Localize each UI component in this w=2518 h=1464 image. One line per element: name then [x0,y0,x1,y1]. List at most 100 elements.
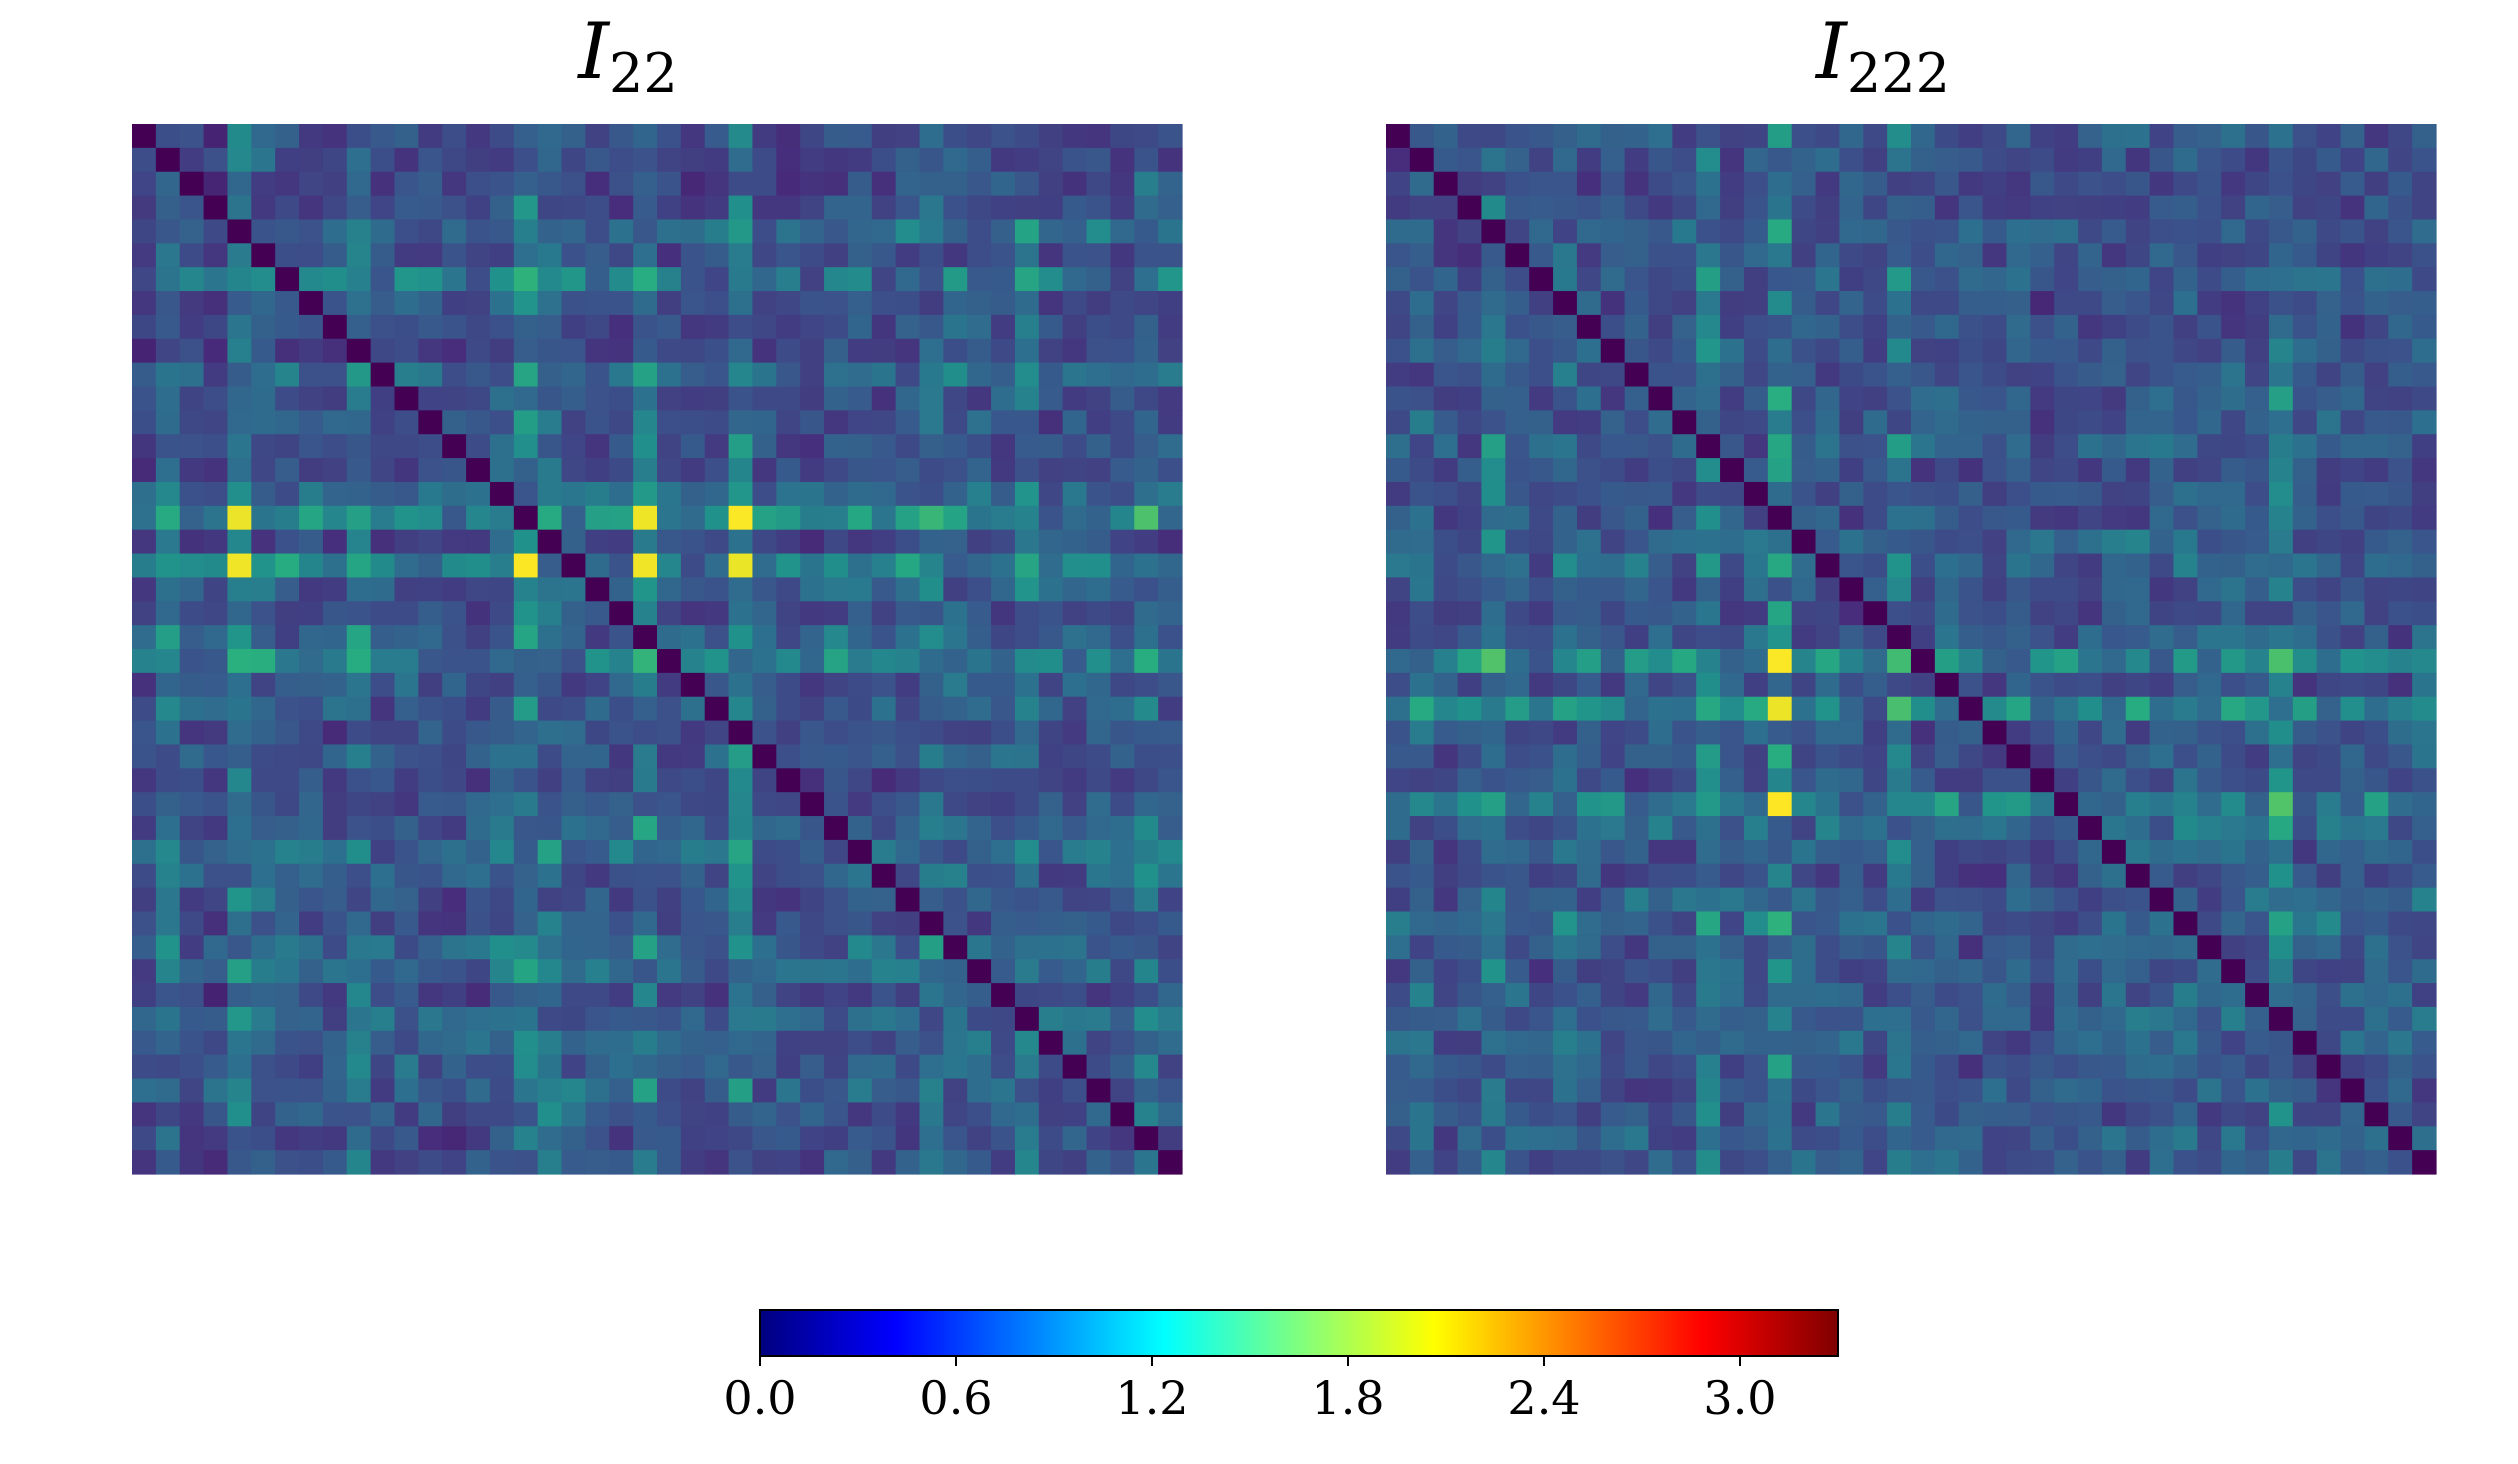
heatmap-cell [871,291,897,316]
heatmap-cell [1672,577,1697,602]
heatmap-cell [1576,983,1602,1008]
heatmap-cell [943,959,968,984]
heatmap-cell [1433,696,1459,722]
heatmap-cell [2388,792,2413,817]
heatmap-cell [2125,362,2151,388]
heatmap-cell [322,481,348,507]
heatmap-cell [537,1054,563,1080]
heatmap-cell [2125,267,2151,292]
heatmap-cell [1457,1126,1483,1151]
heatmap-cell [1062,1006,1088,1032]
heatmap-cell [633,744,658,769]
heatmap-cell [2340,124,2366,149]
heatmap-cell [1529,1030,1554,1056]
heatmap-cell [2054,1150,2079,1175]
heatmap-cell [1038,505,1064,531]
heatmap-cell [633,434,658,459]
heatmap-cell [1887,1006,1912,1032]
heatmap-cell [2173,792,2198,817]
heatmap-cell [1743,768,1769,793]
heatmap-cell [1720,1054,1745,1080]
heatmap-cell [394,362,419,388]
heatmap-cell [2125,792,2151,817]
heatmap-cell [943,243,968,268]
heatmap-cell [1409,1078,1435,1104]
heatmap-cell [1696,625,1721,650]
heatmap-cell [1014,219,1040,244]
heatmap-cell [991,195,1016,221]
heatmap-cell [1863,577,1888,602]
heatmap-cell [1409,481,1435,507]
heatmap-cell [1062,863,1088,889]
heatmap-cell [1014,863,1040,889]
heatmap-cell [2316,386,2342,411]
heatmap-cell [370,147,396,173]
heatmap-cell [919,338,944,364]
heatmap-cell [203,267,229,292]
heatmap-cell [2316,338,2342,364]
heatmap-cell [1624,481,1650,507]
heatmap-cell [943,291,968,316]
heatmap-cell [1815,744,1841,769]
heatmap-cell [2078,696,2103,722]
heatmap-cell [847,291,873,316]
heatmap-cell [1158,863,1183,889]
heatmap-cell [728,1150,754,1175]
heatmap-cell [1014,410,1040,435]
heatmap-cell [609,410,634,435]
heatmap-cell [2006,243,2031,268]
heatmap-cell [2078,505,2103,531]
heatmap-cell [943,863,968,889]
heatmap-cell [1815,434,1841,459]
heatmap-cell [2340,505,2366,531]
heatmap-cell [2221,1006,2246,1032]
heatmap-cell [1086,1054,1112,1080]
heatmap-cell [513,386,539,411]
heatmap-cell [322,1078,348,1104]
heatmap-cell [680,839,706,865]
heatmap-cell [1863,314,1888,340]
heatmap-cell [919,1150,944,1175]
heatmap-cell [752,625,777,650]
heatmap-cell [2268,720,2294,746]
heatmap-cell [2268,243,2294,268]
heatmap-cell [1038,839,1064,865]
heatmap-cell [346,649,372,674]
heatmap-cell [871,1054,897,1080]
heatmap-cell [704,267,730,292]
heatmap-cell [2006,744,2031,769]
heatmap-cell [1911,458,1936,483]
heatmap-cell [1624,983,1650,1008]
heatmap-cell [2173,267,2198,292]
heatmap-cell [991,410,1016,435]
heatmap-cell [633,959,658,984]
heatmap-cell [2364,147,2389,173]
heatmap-cell [1038,1102,1064,1127]
heatmap-cell [800,696,825,722]
heatmap-cell [513,529,539,555]
heatmap-cell [1529,195,1554,221]
heatmap-cell [2412,983,2437,1008]
heatmap-cell [1863,291,1888,316]
heatmap-cell [2245,314,2270,340]
heatmap-cell [1134,911,1159,936]
heatmap-cell [1839,219,1864,244]
heatmap-cell [871,505,897,531]
heatmap-cell [1158,792,1183,817]
heatmap-cell [1086,147,1112,173]
heatmap-cell [871,481,897,507]
heatmap-cell [633,314,658,340]
heatmap-cell [895,458,921,483]
heatmap-cell [1158,219,1183,244]
heatmap-cell [2149,291,2175,316]
heatmap-cell [1457,124,1483,149]
heatmap-cell [704,481,730,507]
heatmap-cell [251,577,276,602]
heatmap-cell [1672,1126,1697,1151]
heatmap-cell [776,1102,801,1127]
heatmap-cell [394,887,419,913]
heatmap-cell [322,935,348,960]
heatmap-cell [1134,935,1159,960]
heatmap-cell [2292,649,2318,674]
heatmap-cell [1767,983,1793,1008]
